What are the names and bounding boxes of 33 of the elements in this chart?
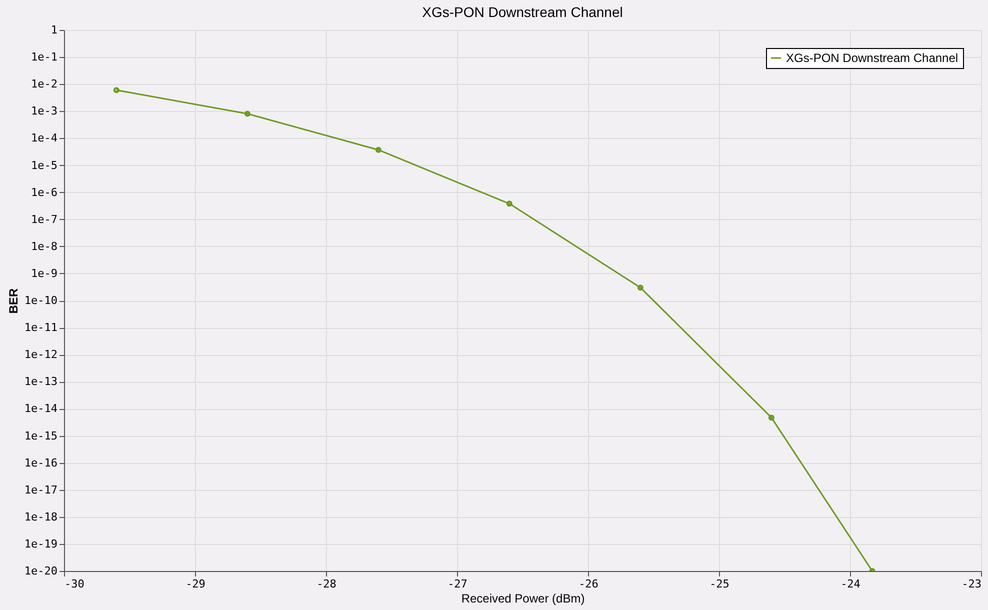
y-axis-title: BER xyxy=(6,288,20,314)
y-tick-label: 1e-9 xyxy=(31,266,58,280)
legend-label: XGs-PON Downstream Channel xyxy=(786,51,958,65)
x-tick-label: -24 xyxy=(840,578,861,590)
x-axis-title: Received Power (dBm) xyxy=(461,592,585,606)
y-tick-label: 1e-18 xyxy=(24,510,58,524)
y-tick-label: 1e-2 xyxy=(31,78,58,91)
y-tick-label: 1e-3 xyxy=(31,104,58,118)
y-tick-label: 1e-4 xyxy=(31,132,58,145)
y-tick-label: 1 xyxy=(50,24,58,36)
y-tick-label: 1e-12 xyxy=(24,348,58,362)
y-tick-label: 1e-14 xyxy=(24,402,58,416)
y-tick-label: 1e-1 xyxy=(31,50,58,64)
y-tick-label: 1e-5 xyxy=(31,158,58,172)
y-tick-label: 1e-8 xyxy=(31,240,58,253)
y-tick-label: 1e-15 xyxy=(24,429,58,442)
x-tick-label: -27 xyxy=(448,578,468,590)
x-tick-label: -26 xyxy=(578,578,598,590)
y-tick-label: 1e-13 xyxy=(24,375,58,388)
y-tick-label: 1e-17 xyxy=(24,483,58,496)
x-tick-label: -28 xyxy=(316,578,336,590)
y-tick-label: 1e-6 xyxy=(31,186,58,199)
chart-title: XGs-PON Downstream Channel xyxy=(422,4,623,20)
y-tick-label: 1e-7 xyxy=(31,212,58,226)
x-tick-label: -30 xyxy=(64,578,84,590)
x-tick-label: -29 xyxy=(186,578,206,590)
y-tick-label: 1e-11 xyxy=(24,321,58,334)
y-tick-label: 1e-19 xyxy=(24,537,58,550)
x-tick-label: -25 xyxy=(710,578,730,590)
x-tick-label: -23 xyxy=(962,578,982,590)
y-tick-label: 1e-10 xyxy=(24,294,58,307)
y-tick-label: 1e-16 xyxy=(24,456,58,470)
y-tick-label: 1e-20 xyxy=(24,564,58,578)
